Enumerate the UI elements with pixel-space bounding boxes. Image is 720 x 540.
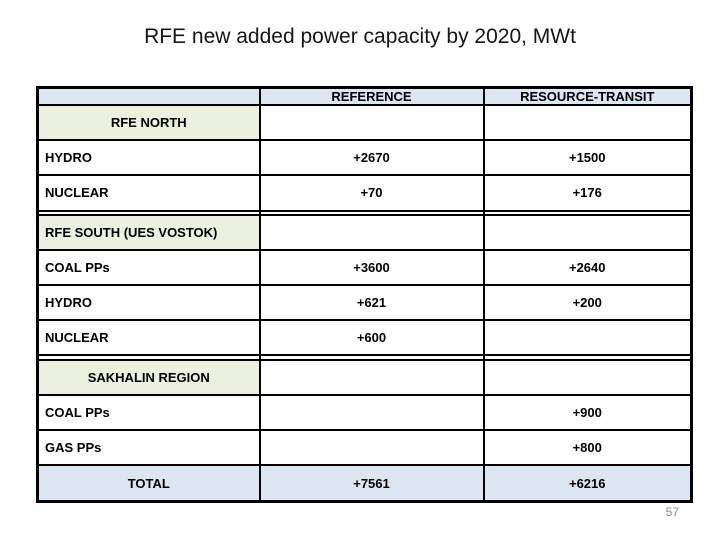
cell-reference: +621 <box>258 284 485 322</box>
page-number: 57 <box>665 505 679 519</box>
cell-reference: +7561 <box>258 464 485 503</box>
cell-reference <box>258 209 485 216</box>
table-row-empty <box>36 354 693 361</box>
table-row-empty <box>36 209 693 216</box>
table-row-rfe-south-ues-vostok: RFE SOUTH (UES VOSTOK) <box>36 213 693 251</box>
cell-resource-transit: +176 <box>482 174 693 212</box>
cell-reference <box>258 428 485 467</box>
cell-reference <box>258 358 485 396</box>
cell-reference <box>258 213 485 251</box>
cell-label <box>36 209 261 216</box>
header-cell-reference: REFERENCE <box>258 86 485 106</box>
slide-title: RFE new added power capacity by 2020, MW… <box>144 25 576 48</box>
cell-label <box>36 354 261 361</box>
table-row-hydro: HYDRO +2670 +1500 <box>36 139 693 177</box>
cell-reference: +70 <box>258 174 485 212</box>
cell-label: COAL PPs <box>36 248 261 287</box>
cell-reference <box>258 103 485 142</box>
table-row-gas-pps: GAS PPs +800 <box>36 428 693 467</box>
cell-reference <box>258 393 485 431</box>
cell-label: NUCLEAR <box>36 174 261 212</box>
cell-resource-transit: +200 <box>482 284 693 322</box>
cell-label: COAL PPs <box>36 393 261 431</box>
cell-label: RFE NORTH <box>36 103 261 142</box>
cell-reference: +2670 <box>258 139 485 177</box>
table-row-nuclear: NUCLEAR +70 +176 <box>36 174 693 212</box>
cell-resource-transit: +2640 <box>482 248 693 287</box>
capacity-table: REFERENCE RESOURCE-TRANSIT RFE NORTH HYDR… <box>36 86 693 503</box>
header-cell-blank <box>36 86 261 106</box>
cell-label: RFE SOUTH (UES VOSTOK) <box>36 213 261 251</box>
cell-resource-transit <box>482 103 693 142</box>
table-row-hydro: HYDRO +621 +200 <box>36 284 693 322</box>
table-row-total: TOTAL +7561 +6216 <box>36 464 693 503</box>
cell-resource-transit: +900 <box>482 393 693 431</box>
cell-resource-transit <box>482 358 693 396</box>
cell-resource-transit: +800 <box>482 428 693 467</box>
cell-label: HYDRO <box>36 284 261 322</box>
cell-resource-transit <box>482 354 693 361</box>
cell-resource-transit <box>482 319 693 357</box>
table-row-rfe-north: RFE NORTH <box>36 103 693 142</box>
cell-resource-transit <box>482 209 693 216</box>
table-header-row: REFERENCE RESOURCE-TRANSIT <box>36 86 693 106</box>
table-row-coal-pps: COAL PPs +900 <box>36 393 693 431</box>
cell-label: NUCLEAR <box>36 319 261 357</box>
header-cell-resource-transit: RESOURCE-TRANSIT <box>482 86 693 106</box>
cell-reference: +3600 <box>258 248 485 287</box>
cell-label: SAKHALIN REGION <box>36 358 261 396</box>
table-row-nuclear: NUCLEAR +600 <box>36 319 693 357</box>
cell-label: GAS PPs <box>36 428 261 467</box>
table-row-sakhalin-region: SAKHALIN REGION <box>36 358 693 396</box>
cell-reference <box>258 354 485 361</box>
cell-reference: +600 <box>258 319 485 357</box>
cell-label: TOTAL <box>36 464 261 503</box>
cell-resource-transit: +6216 <box>482 464 693 503</box>
table-row-coal-pps: COAL PPs +3600 +2640 <box>36 248 693 287</box>
cell-resource-transit <box>482 213 693 251</box>
cell-label: HYDRO <box>36 139 261 177</box>
cell-resource-transit: +1500 <box>482 139 693 177</box>
